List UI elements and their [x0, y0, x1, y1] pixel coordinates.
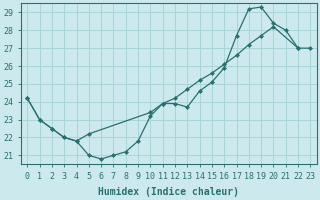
X-axis label: Humidex (Indice chaleur): Humidex (Indice chaleur) [98, 186, 239, 197]
